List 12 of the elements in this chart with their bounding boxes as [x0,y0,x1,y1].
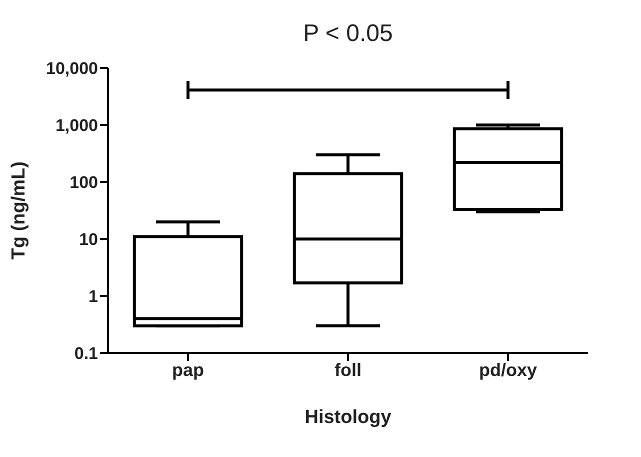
y-tick-label: 10 [79,230,98,250]
y-tick-label: 1 [88,287,98,306]
text: P < 0.05 [302,20,394,48]
x-tick-label: foll [334,360,362,380]
y-tick-label: 100 [70,173,98,192]
y-tick-label: 0.1 [74,344,98,364]
x-tick-label: pd/oxy [478,360,538,380]
y-axis-title: Tg (ng/mL) [8,161,30,260]
y-tick-label: 1,000 [55,116,98,136]
x-axis-title: Histology [304,407,392,428]
x-tick-label: pap [172,360,204,380]
y-tick-label: 10,000 [46,59,98,78]
